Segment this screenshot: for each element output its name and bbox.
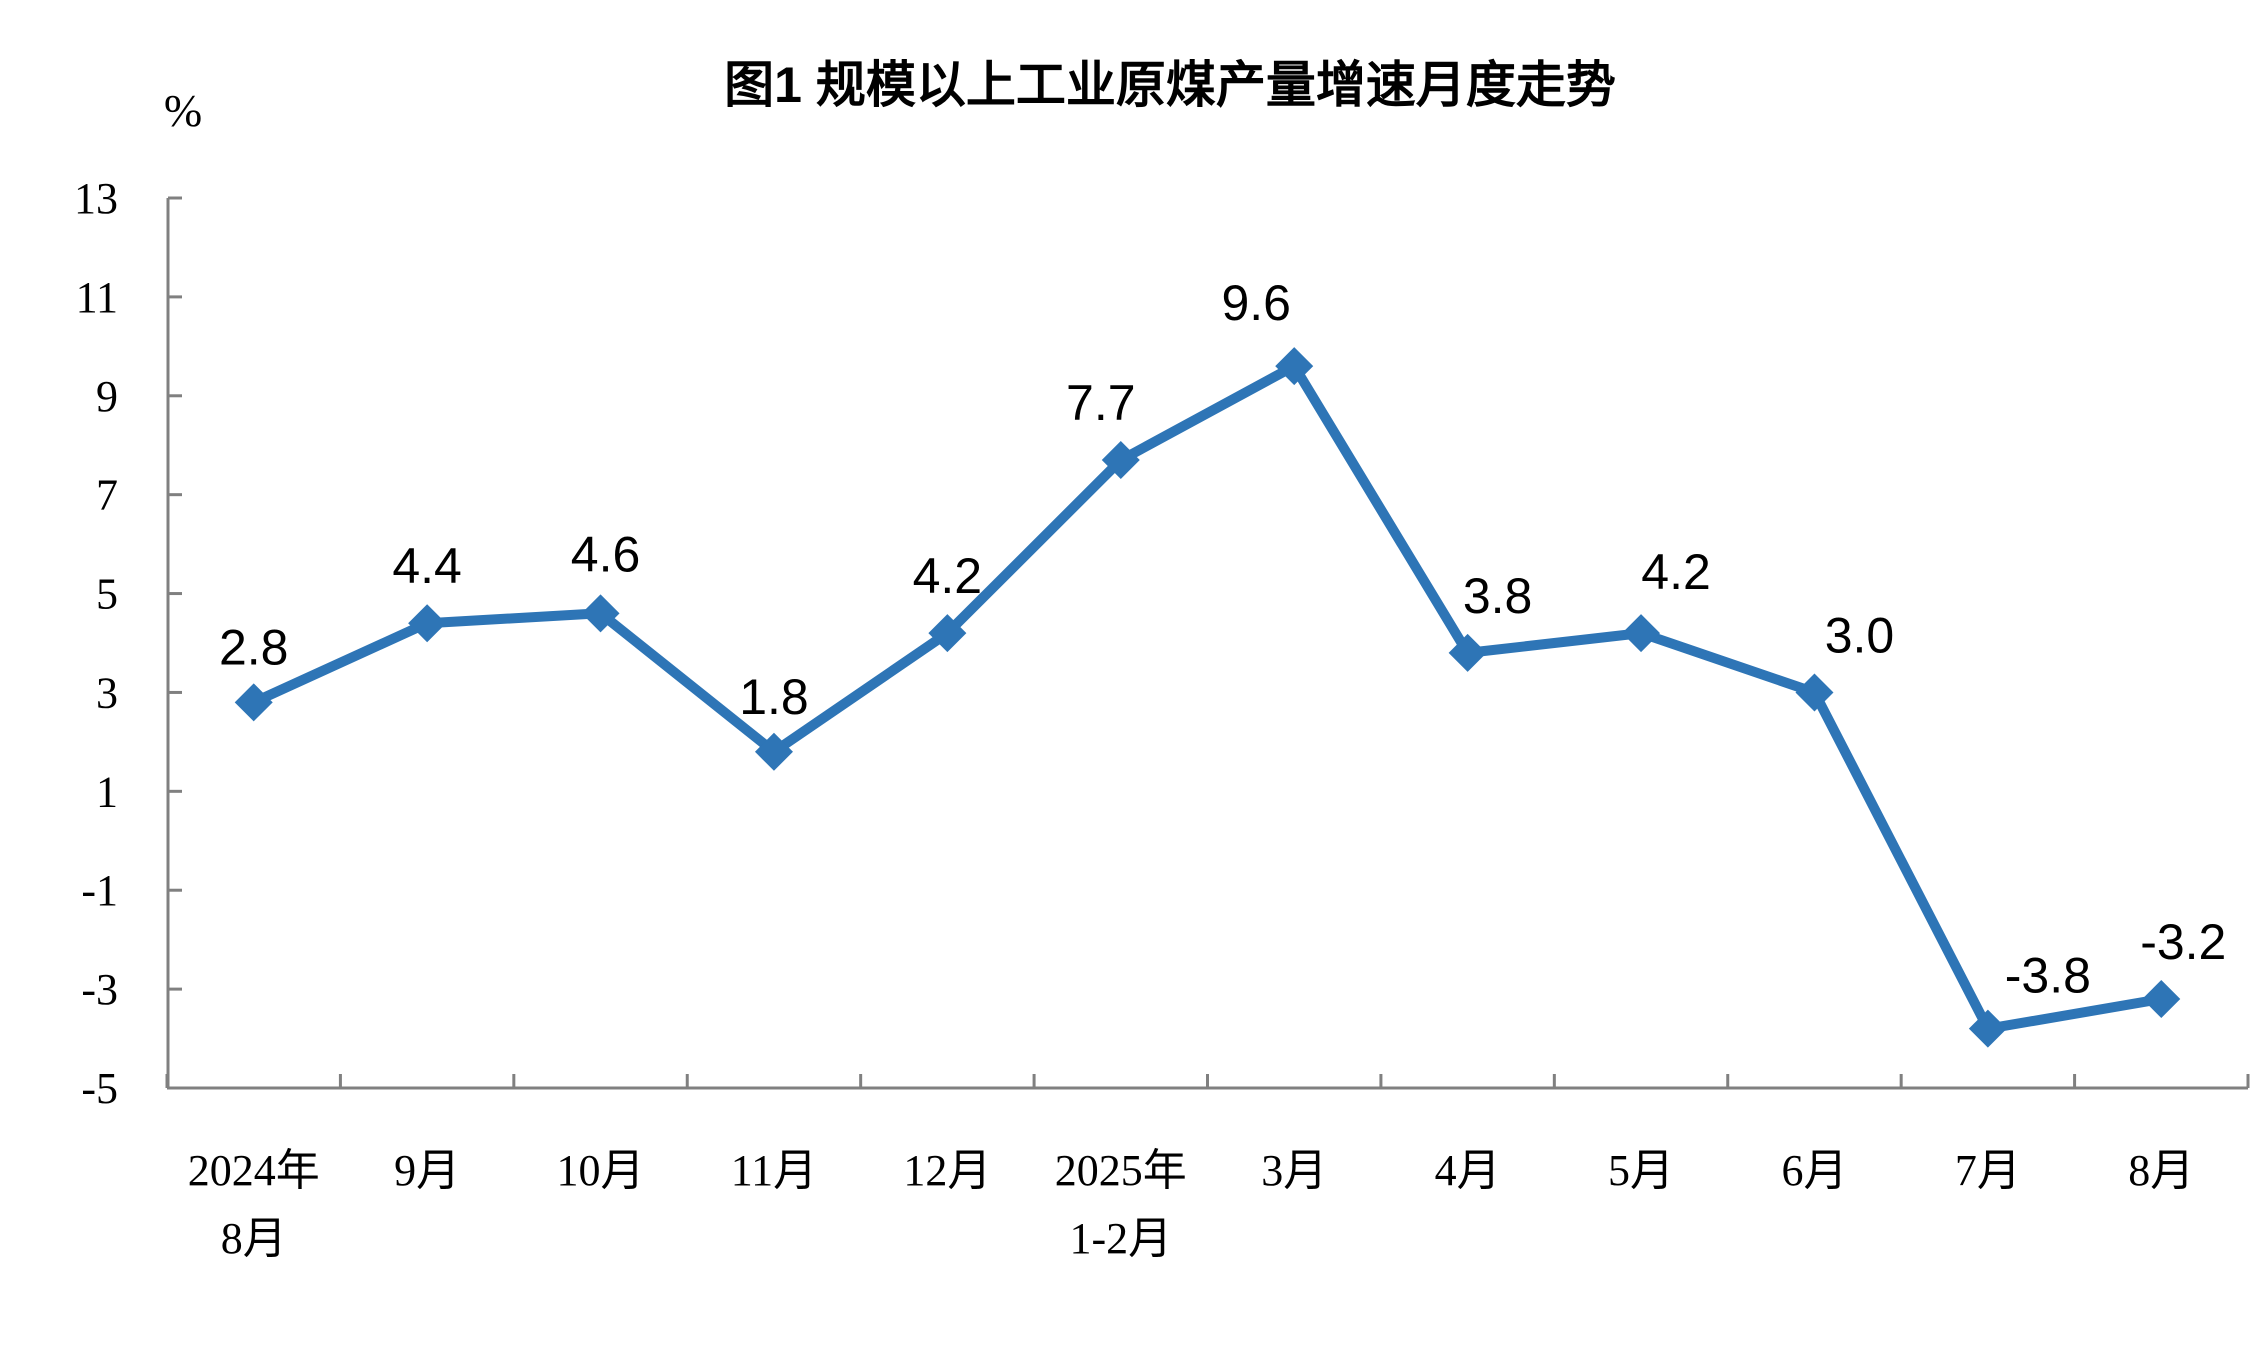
y-tick-label: 9 bbox=[96, 372, 118, 421]
data-point-marker bbox=[754, 732, 793, 771]
data-point-label: 9.6 bbox=[1221, 275, 1291, 331]
y-tick-label: 3 bbox=[96, 668, 118, 717]
y-tick-label: -3 bbox=[81, 965, 118, 1014]
x-axis-label: 7月 bbox=[1955, 1146, 2021, 1195]
x-axis-label: 8月 bbox=[2128, 1146, 2194, 1195]
data-point-label: 3.0 bbox=[1825, 607, 1895, 663]
x-axis-label: 2025年 bbox=[1055, 1146, 1187, 1195]
data-point-marker bbox=[1968, 1009, 2007, 1048]
data-point-marker bbox=[928, 614, 967, 653]
axes-layer: 13 11 9 7 5 3 1 -1 -3 -5 2024年 8月 9月 10月 11月 12月 2025年 1-… bbox=[74, 174, 2250, 1263]
data-point-label: 4.4 bbox=[392, 538, 462, 594]
x-axis-label: 1-2月 bbox=[1069, 1214, 1172, 1263]
x-axis-label: 6月 bbox=[1781, 1146, 1847, 1195]
y-tick-label: 5 bbox=[96, 570, 118, 619]
data-point-marker bbox=[2142, 980, 2181, 1018]
trend-line bbox=[248, 361, 2167, 1034]
data-point-label: 4.2 bbox=[1641, 544, 1711, 600]
data-point-label: 4.2 bbox=[913, 548, 983, 604]
data-point-label: 7.7 bbox=[1066, 375, 1136, 431]
x-axis-label: 8月 bbox=[221, 1214, 287, 1263]
x-axis-label: 4月 bbox=[1435, 1146, 1501, 1195]
y-tick-label: 7 bbox=[96, 471, 118, 520]
y-tick-label: -5 bbox=[81, 1064, 118, 1113]
data-point-label: 1.8 bbox=[739, 669, 809, 725]
data-point-label: 2.8 bbox=[219, 619, 289, 675]
data-point-marker bbox=[1622, 614, 1661, 653]
data-point-label: 4.6 bbox=[571, 526, 641, 582]
x-axis-label: 3月 bbox=[1261, 1146, 1327, 1195]
data-point-label: -3.8 bbox=[2005, 948, 2091, 1004]
data-point-marker bbox=[408, 604, 447, 643]
x-axis-label: 5月 bbox=[1608, 1146, 1674, 1195]
y-tick-label: 1 bbox=[96, 767, 118, 816]
data-point-marker bbox=[1795, 673, 1834, 712]
data-point-label: -3.2 bbox=[2140, 914, 2226, 970]
x-axis-label: 10月 bbox=[557, 1146, 645, 1195]
x-axis-label: 2024年 bbox=[188, 1146, 320, 1195]
y-tick-label: -1 bbox=[81, 866, 118, 915]
data-point-marker bbox=[1101, 441, 1140, 480]
data-point-marker bbox=[581, 594, 620, 633]
y-tick-label: 11 bbox=[76, 273, 118, 322]
data-point-marker bbox=[1448, 633, 1487, 672]
x-axis-label: 12月 bbox=[903, 1146, 991, 1195]
data-point-marker bbox=[1275, 347, 1314, 386]
chart-title: 图1 规模以上工业原煤产量增速月度走势 bbox=[724, 57, 1616, 113]
y-axis-unit-label: % bbox=[164, 85, 202, 136]
data-point-label: 3.8 bbox=[1463, 568, 1533, 624]
x-axis-label: 9月 bbox=[394, 1146, 460, 1195]
data-point-marker bbox=[234, 683, 273, 722]
data-series-layer: 2.8 4.4 4.6 1.8 4.2 7.7 9.6 3.8 4.2 3.0 -3.8 -3.2 bbox=[219, 275, 2226, 1048]
x-axis-label: 11月 bbox=[731, 1146, 817, 1195]
y-tick-label: 13 bbox=[74, 174, 118, 223]
